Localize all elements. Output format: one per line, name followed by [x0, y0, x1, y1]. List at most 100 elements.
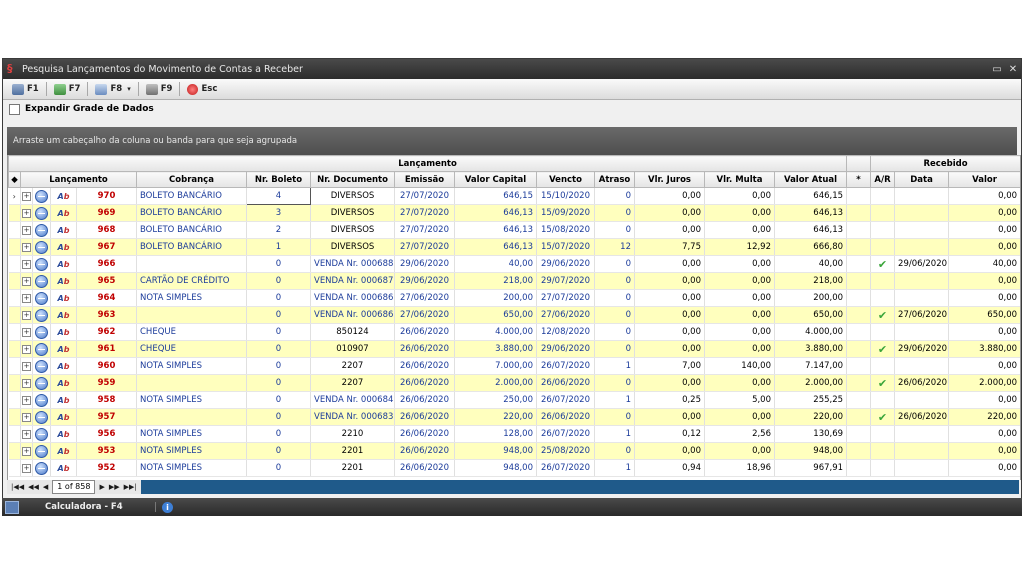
cell-emissao[interactable]: 29/06/2020: [394, 272, 455, 290]
expand-cell[interactable]: +: [20, 289, 33, 307]
cell-star[interactable]: [846, 442, 872, 460]
table-row[interactable]: + Ab 956 NOTA SIMPLES 0 2210 26/06/2020 128,00 2…: [8, 425, 1020, 443]
cell-nr-boleto[interactable]: 0: [246, 391, 311, 409]
cell-valor-capital[interactable]: 4.000,00: [454, 323, 537, 341]
expand-row-icon[interactable]: +: [22, 430, 31, 439]
cell-nr-documento[interactable]: DIVERSOS: [310, 238, 395, 256]
cell-valor[interactable]: 0,00: [948, 221, 1020, 239]
cell-lancamento[interactable]: 964: [76, 289, 137, 307]
table-row[interactable]: + Ab 958 NOTA SIMPLES 0 VENDA Nr. 000684 26/06…: [8, 391, 1020, 409]
spellcheck-cell[interactable]: Ab: [50, 323, 77, 341]
cell-valor-capital[interactable]: 646,13: [454, 204, 537, 222]
col-valor-capital[interactable]: Valor Capital: [454, 171, 537, 188]
cell-cobranca[interactable]: CHEQUE: [136, 340, 247, 358]
expand-cell[interactable]: +: [20, 306, 33, 324]
cell-star[interactable]: [846, 357, 872, 375]
cell-star[interactable]: [846, 459, 872, 477]
cell-vlr-juros[interactable]: 0,00: [634, 323, 705, 341]
cell-lancamento[interactable]: 956: [76, 425, 137, 443]
status-cell[interactable]: [32, 408, 51, 426]
cell-emissao[interactable]: 27/06/2020: [394, 289, 455, 307]
cell-atraso[interactable]: 0: [594, 255, 635, 273]
expand-row-icon[interactable]: +: [22, 260, 31, 269]
cell-vlr-multa[interactable]: 0,00: [704, 323, 775, 341]
cell-nr-documento[interactable]: DIVERSOS: [310, 221, 395, 239]
cell-cobranca[interactable]: NOTA SIMPLES: [136, 357, 247, 375]
cell-cobranca[interactable]: NOTA SIMPLES: [136, 391, 247, 409]
status-cell[interactable]: [32, 238, 51, 256]
cell-valor[interactable]: 650,00: [948, 306, 1020, 324]
cell-vlr-multa[interactable]: 0,00: [704, 374, 775, 392]
close-button[interactable]: ✕: [1008, 63, 1018, 75]
cell-ar[interactable]: [870, 357, 896, 375]
expand-row-icon[interactable]: +: [22, 226, 31, 235]
cell-emissao[interactable]: 26/06/2020: [394, 408, 455, 426]
cell-vencto[interactable]: 29/06/2020: [536, 255, 595, 273]
cell-vencto[interactable]: 26/07/2020: [536, 459, 595, 477]
cell-ar[interactable]: [870, 187, 896, 205]
cell-star[interactable]: [846, 272, 872, 290]
cell-data[interactable]: [894, 187, 950, 205]
col-vlr-multa[interactable]: Vlr. Multa: [704, 171, 775, 188]
row-indicator[interactable]: [8, 374, 21, 392]
cell-vlr-juros[interactable]: 0,00: [634, 204, 705, 222]
cell-ar[interactable]: [870, 272, 896, 290]
status-cell[interactable]: [32, 221, 51, 239]
status-cell[interactable]: [32, 306, 51, 324]
cell-vlr-multa[interactable]: 0,00: [704, 289, 775, 307]
expand-cell[interactable]: +: [20, 442, 33, 460]
row-indicator[interactable]: [8, 255, 21, 273]
row-indicator[interactable]: [8, 306, 21, 324]
table-row[interactable]: + Ab 960 NOTA SIMPLES 0 2207 26/06/2020 7.000,0…: [8, 357, 1020, 375]
cell-data[interactable]: [894, 391, 950, 409]
cell-vencto[interactable]: 29/06/2020: [536, 340, 595, 358]
row-indicator[interactable]: [8, 238, 21, 256]
spellcheck-cell[interactable]: Ab: [50, 204, 77, 222]
cell-vlr-multa[interactable]: 0,00: [704, 340, 775, 358]
cell-vlr-juros[interactable]: 0,00: [634, 374, 705, 392]
cell-nr-boleto[interactable]: 2: [246, 221, 311, 239]
status-cell[interactable]: [32, 255, 51, 273]
col-atraso[interactable]: Atraso: [594, 171, 635, 188]
cell-cobranca[interactable]: BOLETO BANCÁRIO: [136, 187, 247, 205]
col-data[interactable]: Data: [894, 171, 950, 188]
spellcheck-cell[interactable]: Ab: [50, 357, 77, 375]
f7-button[interactable]: F7: [49, 80, 86, 98]
spellcheck-cell[interactable]: Ab: [50, 221, 77, 239]
cell-cobranca[interactable]: NOTA SIMPLES: [136, 442, 247, 460]
cell-star[interactable]: [846, 323, 872, 341]
row-indicator[interactable]: [8, 442, 21, 460]
cell-lancamento[interactable]: 961: [76, 340, 137, 358]
cell-lancamento[interactable]: 960: [76, 357, 137, 375]
cell-lancamento[interactable]: 968: [76, 221, 137, 239]
cell-data[interactable]: 27/06/2020: [894, 306, 950, 324]
cell-vlr-multa[interactable]: 0,00: [704, 442, 775, 460]
cell-valor-atual[interactable]: 2.000,00: [774, 374, 848, 392]
spellcheck-cell[interactable]: Ab: [50, 442, 77, 460]
chevron-down-icon[interactable]: ▾: [127, 85, 131, 93]
cell-atraso[interactable]: 1: [594, 357, 635, 375]
cell-vencto[interactable]: 12/08/2020: [536, 323, 595, 341]
col-vencto[interactable]: Vencto: [536, 171, 595, 188]
cell-star[interactable]: [846, 289, 872, 307]
cell-vlr-juros[interactable]: 7,75: [634, 238, 705, 256]
expand-row-icon[interactable]: +: [22, 192, 31, 201]
cell-data[interactable]: [894, 238, 950, 256]
cell-valor-capital[interactable]: 40,00: [454, 255, 537, 273]
table-row[interactable]: + Ab 968 BOLETO BANCÁRIO 2 DIVERSOS 27/07/2020…: [8, 221, 1020, 239]
expand-row-icon[interactable]: +: [22, 396, 31, 405]
cell-ar[interactable]: [870, 425, 896, 443]
cell-emissao[interactable]: 27/06/2020: [394, 306, 455, 324]
cell-atraso[interactable]: 0: [594, 204, 635, 222]
cell-vlr-multa[interactable]: 140,00: [704, 357, 775, 375]
data-grid[interactable]: Lançamento Recebido ◆ Lançamento Cobranç…: [7, 155, 1021, 480]
cell-vlr-juros[interactable]: 0,00: [634, 340, 705, 358]
cell-vencto[interactable]: 26/06/2020: [536, 374, 595, 392]
cell-valor-capital[interactable]: 220,00: [454, 408, 537, 426]
col-ar[interactable]: A/R: [870, 171, 896, 188]
cell-star[interactable]: [846, 238, 872, 256]
cell-nr-boleto[interactable]: 3: [246, 204, 311, 222]
cell-valor[interactable]: 0,00: [948, 204, 1020, 222]
cell-vencto[interactable]: 15/07/2020: [536, 238, 595, 256]
cell-vlr-multa[interactable]: 0,00: [704, 221, 775, 239]
